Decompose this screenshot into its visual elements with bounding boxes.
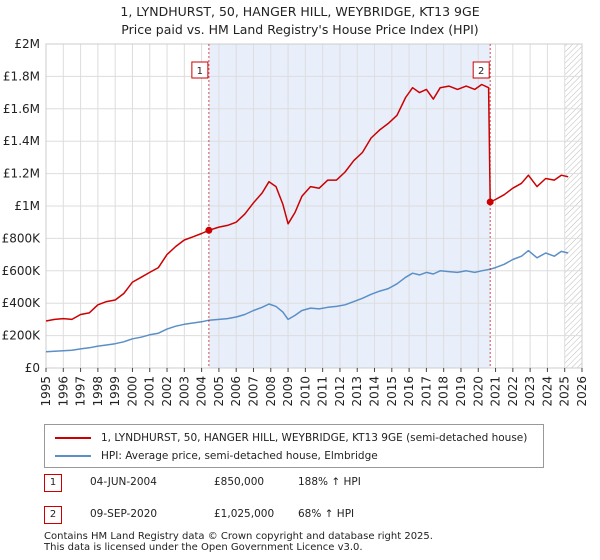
legend-hpi-label: HPI: Average price, semi-detached house,… (101, 450, 378, 462)
footer-licence: This data is licensed under the Open Gov… (44, 541, 363, 553)
sale-label-box (472, 61, 490, 79)
hpi-line (45, 249, 569, 353)
x-tick-label: 2013 (350, 376, 364, 407)
x-tick-label: 1995 (39, 376, 53, 407)
x-tick-label: 2023 (523, 376, 537, 407)
x-tick-label: 2014 (368, 376, 382, 407)
x-tick-label: 1999 (108, 376, 122, 407)
property-line-swatch (55, 437, 91, 439)
x-tick-label: 2006 (229, 376, 243, 407)
x-tick-label: 2026 (575, 376, 589, 407)
x-tick-label: 2022 (506, 376, 520, 407)
sale-date: 09-SEP-2020 (90, 508, 158, 520)
y-tick-label: £400K (2, 296, 42, 310)
x-tick-label: 2010 (298, 376, 312, 407)
hpi-line-swatch (55, 455, 91, 457)
sale-point (486, 198, 494, 206)
x-tick-label: 2011 (316, 376, 330, 407)
x-tick-label: 2025 (558, 376, 572, 407)
x-tick-label: 2020 (471, 376, 485, 407)
sale-label-text: 2 (478, 66, 484, 77)
legend-item-property: 1, LYNDHURST, 50, HANGER HILL, WEYBRIDGE… (55, 429, 527, 447)
x-tick-label: 2003 (177, 376, 191, 407)
plot-frame (45, 43, 583, 369)
price-chart: 1, LYNDHURST, 50, HANGER HILL, WEYBRIDGE… (2, 4, 589, 407)
y-tick-label: £1.8M (3, 69, 40, 83)
y-tick-label: £2M (14, 37, 40, 51)
y-tick-label: £1.6M (3, 102, 40, 116)
y-tick-label: £800K (2, 231, 42, 245)
y-tick-label: £1.2M (3, 167, 40, 181)
x-tick-label: 1996 (56, 376, 70, 407)
x-tick-label: 2002 (160, 376, 174, 407)
y-tick-label: £0 (25, 361, 40, 375)
x-tick-label: 2016 (402, 376, 416, 407)
sale-date: 04-JUN-2004 (90, 476, 157, 488)
x-tick-label: 2004 (195, 376, 209, 407)
x-tick-label: 2012 (333, 376, 347, 407)
footer-copyright: Contains HM Land Registry data © Crown c… (44, 531, 433, 542)
sale-badge: 2 (44, 506, 62, 524)
x-tick-label: 2017 (419, 376, 433, 407)
y-tick-label: £600K (2, 264, 42, 278)
y-tick-label: £1M (14, 199, 40, 213)
sale-hpi-change: 68% ↑ HPI (298, 508, 355, 520)
sale-price: £850,000 (214, 476, 265, 488)
x-tick-label: 2000 (125, 376, 139, 407)
x-tick-label: 2015 (385, 376, 399, 407)
property-price-line (45, 83, 569, 322)
sale-hpi-change: 188% ↑ HPI (298, 476, 361, 488)
chart-subtitle: Price paid vs. HM Land Registry's House … (121, 22, 478, 37)
x-tick-label: 2001 (143, 376, 157, 407)
legend: 1, LYNDHURST, 50, HANGER HILL, WEYBRIDGE… (44, 424, 544, 468)
x-tick-label: 2008 (264, 376, 278, 407)
chart-title: 1, LYNDHURST, 50, HANGER HILL, WEYBRIDGE… (120, 4, 479, 19)
x-tick-label: 2009 (281, 376, 295, 407)
x-tick-label: 1997 (74, 376, 88, 407)
x-tick-label: 2021 (489, 376, 503, 407)
sale-label-box (191, 61, 209, 79)
x-tick-label: 2007 (246, 376, 260, 407)
x-tick-label: 2024 (540, 376, 554, 407)
sale-badge: 1 (44, 474, 62, 492)
sale-point (205, 226, 213, 234)
x-tick-label: 1998 (91, 376, 105, 407)
legend-property-label: 1, LYNDHURST, 50, HANGER HILL, WEYBRIDGE… (101, 432, 528, 444)
footer: Contains HM Land Registry data © Crown c… (44, 531, 433, 553)
y-tick-label: £200K (2, 329, 42, 343)
sale-label-text: 1 (197, 66, 203, 77)
x-tick-label: 2018 (437, 376, 451, 407)
y-tick-label: £1.4M (3, 134, 40, 148)
sale-price: £1,025,000 (214, 508, 275, 520)
x-tick-label: 2019 (454, 376, 468, 407)
x-tick-label: 2005 (212, 376, 226, 407)
legend-item-hpi: HPI: Average price, semi-detached house,… (55, 447, 378, 465)
